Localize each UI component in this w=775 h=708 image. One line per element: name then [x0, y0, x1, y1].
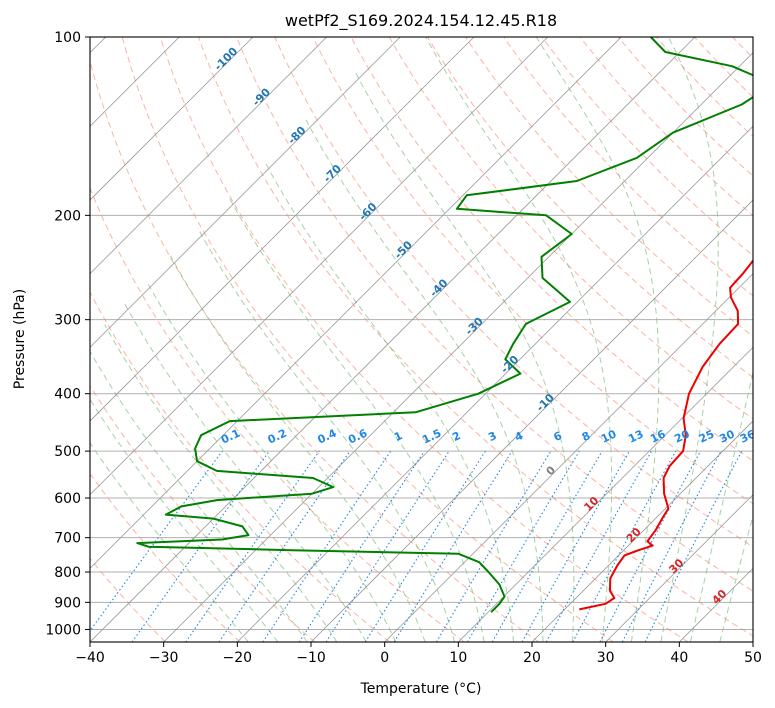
mixing-ratio-lines	[90, 450, 743, 642]
x-axis-label: Temperature (°C)	[360, 681, 482, 697]
moist-adiabat-line	[197, 227, 456, 642]
isotherm-line	[163, 52, 753, 642]
x-tick-label: 40	[670, 650, 688, 666]
dry-adiabat-line	[426, 37, 753, 378]
isotherms	[90, 37, 753, 642]
moist-adiabat-line	[124, 303, 367, 642]
mixing-ratio-line	[467, 450, 580, 642]
isotherm-line	[90, 37, 548, 496]
y-tick-label: 300	[54, 313, 81, 329]
dry-adiabat-line	[617, 37, 753, 177]
mixing-ratio-label: 36	[738, 427, 758, 445]
dry-adiabat-line	[90, 59, 540, 642]
mixing-ratio-line	[491, 450, 603, 642]
mixing-ratio-label: 10	[599, 427, 619, 445]
temperature-profile	[579, 259, 753, 611]
mixing-ratio-label: 25	[697, 427, 716, 445]
dry-adiabat-line	[388, 37, 753, 420]
moist-adiabat-line	[228, 196, 485, 642]
mixing-ratio-label: 20	[672, 427, 692, 445]
moist-adiabat-line	[104, 324, 338, 642]
x-tick-label: 20	[523, 650, 541, 666]
y-tick-label: 1000	[45, 622, 81, 638]
moist-adiabat-line	[660, 37, 719, 642]
moist-adiabat-line	[263, 160, 515, 642]
dry-adiabats	[90, 37, 753, 642]
plot-area: -100-90-80-70-60-50-40-30-20-100.1 0.2 0.4…	[90, 37, 758, 642]
y-tick-label: 600	[54, 491, 81, 507]
dry-adiabat-line	[236, 37, 753, 592]
sounding-profiles	[136, 37, 753, 613]
x-axis-ticks: −40 −30 −20 −10 0 10 20 30 40 50	[75, 642, 762, 666]
dry-adiabat-line	[90, 186, 465, 642]
isotherm-line	[90, 37, 622, 569]
y-tick-label: 400	[54, 387, 81, 403]
y-axis-label: Pressure (hPa)	[12, 289, 28, 389]
y-tick-label: 500	[54, 444, 81, 460]
mixing-ratio-label: 13	[626, 427, 645, 445]
dry-adiabat-line	[503, 37, 753, 297]
isotherm-line	[531, 420, 753, 642]
moist-adiabat-line	[424, 37, 613, 642]
isotherm-line	[237, 125, 753, 642]
dry-adiabat-line	[159, 37, 689, 642]
dry-adiabat-line	[274, 37, 753, 548]
moist-adiabat-line	[689, 370, 753, 642]
mixing-ratio-line	[545, 450, 653, 642]
mixing-ratio-label: 16	[648, 427, 668, 445]
dry-adiabat-line	[312, 37, 753, 505]
x-tick-label: −30	[149, 650, 179, 666]
mixing-ratio-line	[325, 450, 450, 642]
moist-adiabat-line	[535, 37, 660, 642]
chart-title: wetPf2_S169.2024.154.12.45.R18	[285, 11, 557, 31]
mixing-ratio-label: 30	[717, 427, 737, 445]
mixing-ratio-line	[393, 450, 513, 642]
mixing-ratio-line	[364, 450, 486, 642]
isotherm-line	[90, 37, 327, 275]
y-tick-label: 200	[54, 208, 81, 224]
isotherm-line	[310, 199, 753, 642]
isotherm-line	[90, 37, 475, 422]
moist-adiabat-line	[90, 442, 249, 642]
isotherm-line	[90, 37, 401, 348]
plot-frame	[89, 36, 754, 643]
mixing-ratio-line	[521, 450, 630, 642]
x-tick-label: −10	[296, 650, 326, 666]
mixing-ratio-line	[435, 450, 552, 642]
dry-adiabat-line	[90, 384, 316, 642]
x-tick-label: 0	[380, 650, 389, 666]
x-tick-label: −20	[223, 650, 253, 666]
mixing-ratio-line	[185, 450, 320, 642]
x-tick-label: 50	[744, 650, 762, 666]
pressure-grid	[90, 37, 753, 630]
y-tick-label: 800	[54, 565, 81, 581]
isotherm-line	[458, 346, 753, 642]
y-tick-label: 700	[54, 531, 81, 547]
moist-adiabat-line	[719, 514, 753, 642]
y-tick-label: 100	[54, 30, 81, 46]
mixing-ratio-line	[572, 450, 677, 642]
isotherm-line	[384, 273, 753, 642]
moist-adiabat-line	[90, 398, 279, 642]
mixing-ratio-line	[131, 450, 270, 642]
x-tick-label: 30	[597, 650, 615, 666]
dewpoint-profile	[136, 37, 753, 613]
mixing-ratio-line	[90, 450, 223, 632]
dry-adiabat-line	[90, 291, 390, 642]
moist-adiabat-line	[145, 280, 397, 642]
y-axis-ticks: 100 200 300 400 500 600 700 800 900 1000	[45, 30, 90, 638]
mixing-ratio-line	[218, 450, 351, 642]
isotherm-line	[90, 37, 254, 201]
x-tick-label: −40	[75, 650, 105, 666]
x-tick-label: 10	[449, 650, 467, 666]
isotherm-line	[605, 494, 753, 642]
y-tick-label: 900	[54, 595, 81, 611]
dry-adiabat-line	[121, 37, 614, 642]
moist-adiabat-line	[170, 255, 426, 642]
moist-adiabat-line	[305, 119, 544, 642]
